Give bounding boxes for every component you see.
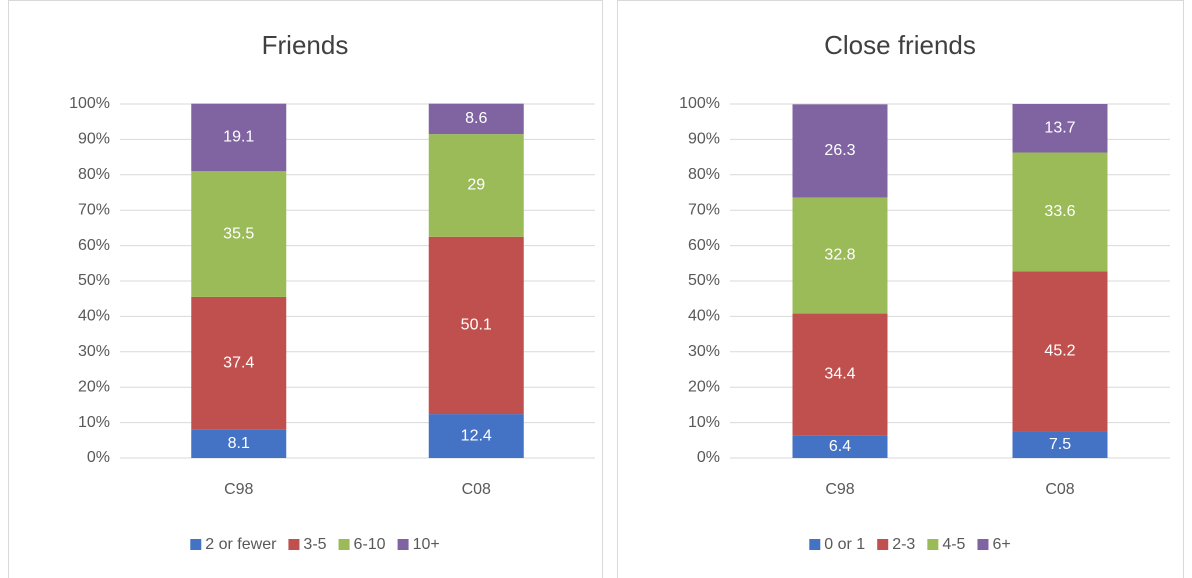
y-tick-label: 70% bbox=[78, 201, 110, 218]
y-tick-label: 70% bbox=[688, 201, 720, 218]
x-tick-label: C08 bbox=[1045, 481, 1074, 498]
data-label: 35.5 bbox=[223, 225, 254, 242]
legend-label: 10+ bbox=[413, 536, 440, 553]
bar-segment bbox=[191, 296, 287, 430]
bar-segment bbox=[428, 236, 524, 415]
y-tick-label: 60% bbox=[78, 237, 110, 254]
legend-label: 2 or fewer bbox=[205, 536, 277, 553]
bar-segment bbox=[792, 104, 888, 198]
bar-segment bbox=[792, 197, 888, 314]
y-tick-label: 0% bbox=[87, 449, 110, 466]
data-label: 29 bbox=[467, 177, 485, 194]
y-tick-label: 50% bbox=[688, 272, 720, 289]
legend-label: 2-3 bbox=[892, 536, 915, 553]
y-tick-label: 10% bbox=[688, 414, 720, 431]
bar-segment bbox=[792, 435, 888, 458]
y-tick-label: 80% bbox=[78, 166, 110, 183]
legend-swatch bbox=[190, 539, 202, 550]
bar-segment bbox=[428, 103, 524, 135]
chart-title: Close friends bbox=[824, 30, 976, 60]
data-label: 33.6 bbox=[1044, 203, 1075, 220]
bar-segment bbox=[1012, 271, 1108, 432]
legend-swatch bbox=[288, 539, 300, 550]
data-label: 19.1 bbox=[223, 129, 254, 146]
data-label: 7.5 bbox=[1049, 436, 1071, 453]
legend-label: 6+ bbox=[992, 536, 1010, 553]
x-tick-label: C98 bbox=[224, 481, 253, 498]
bar-segment bbox=[1012, 152, 1108, 272]
legend-swatch bbox=[877, 539, 889, 550]
y-tick-label: 30% bbox=[78, 343, 110, 360]
chart-title: Friends bbox=[262, 30, 349, 60]
data-label: 26.3 bbox=[824, 142, 855, 159]
y-tick-label: 90% bbox=[78, 131, 110, 148]
bar-segment bbox=[428, 134, 524, 237]
y-tick-label: 0% bbox=[697, 449, 720, 466]
data-label: 45.2 bbox=[1044, 343, 1075, 360]
x-tick-label: C98 bbox=[825, 481, 854, 498]
legend-label: 6-10 bbox=[354, 536, 386, 553]
bar-segment bbox=[1012, 104, 1108, 153]
bar-segment bbox=[191, 429, 287, 458]
legend-label: 4-5 bbox=[942, 536, 965, 553]
legend-swatch bbox=[809, 539, 821, 550]
data-label: 50.1 bbox=[461, 317, 492, 334]
y-tick-label: 100% bbox=[69, 95, 110, 112]
y-tick-label: 100% bbox=[679, 95, 720, 112]
legend-swatch bbox=[397, 539, 409, 550]
bar-segment bbox=[428, 414, 524, 458]
bar-segment bbox=[191, 171, 287, 297]
legend-swatch bbox=[338, 539, 350, 550]
x-tick-label: C08 bbox=[462, 481, 491, 498]
bar-segment bbox=[191, 103, 287, 172]
legend-swatch bbox=[977, 539, 989, 550]
data-label: 37.4 bbox=[223, 354, 254, 371]
y-tick-label: 60% bbox=[688, 237, 720, 254]
data-label: 8.6 bbox=[465, 110, 487, 127]
y-tick-label: 40% bbox=[688, 308, 720, 325]
data-label: 34.4 bbox=[824, 366, 855, 383]
legend-label: 0 or 1 bbox=[824, 536, 865, 553]
y-tick-label: 20% bbox=[78, 378, 110, 395]
data-label: 8.1 bbox=[228, 435, 250, 452]
legend-swatch bbox=[927, 539, 939, 550]
data-label: 32.8 bbox=[824, 247, 855, 264]
data-label: 12.4 bbox=[461, 427, 492, 444]
y-tick-label: 20% bbox=[688, 378, 720, 395]
y-tick-label: 40% bbox=[78, 308, 110, 325]
y-tick-label: 90% bbox=[688, 131, 720, 148]
bar-segment bbox=[792, 313, 888, 436]
y-tick-label: 50% bbox=[78, 272, 110, 289]
data-label: 6.4 bbox=[829, 438, 851, 455]
legend-label: 3-5 bbox=[303, 536, 326, 553]
y-tick-label: 30% bbox=[688, 343, 720, 360]
bar-segment bbox=[1012, 431, 1108, 458]
data-label: 13.7 bbox=[1044, 119, 1075, 136]
y-tick-label: 10% bbox=[78, 414, 110, 431]
y-tick-label: 80% bbox=[688, 166, 720, 183]
